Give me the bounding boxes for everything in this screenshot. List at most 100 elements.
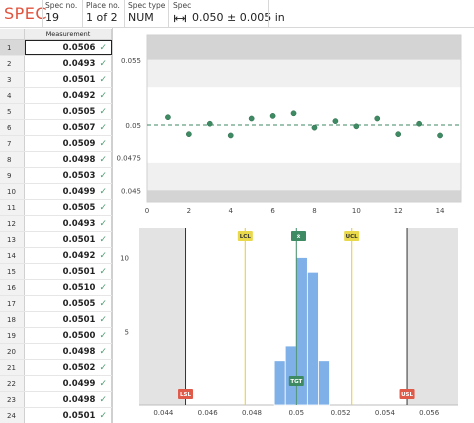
spec-field[interactable]: Spec 0.050 ± 0.005 in xyxy=(173,1,285,25)
measurement-cell[interactable]: 0.0498 ✓ xyxy=(25,344,112,359)
x-tick-label: 4 xyxy=(228,207,233,215)
measurement-cell[interactable]: 0.0493 ✓ xyxy=(25,56,112,71)
table-row[interactable]: 24 0.0501 ✓ xyxy=(0,408,112,423)
data-point xyxy=(332,118,339,124)
measurement-cell[interactable]: 0.0503 ✓ xyxy=(25,168,112,183)
check-icon: ✓ xyxy=(99,266,107,277)
measurement-value: 0.0506 xyxy=(62,42,96,53)
table-row[interactable]: 12 0.0493 ✓ xyxy=(0,216,112,232)
measurement-cell[interactable]: 0.0498 ✓ xyxy=(25,392,112,407)
row-index: 16 xyxy=(0,280,25,295)
table-row[interactable]: 19 0.0500 ✓ xyxy=(0,328,112,344)
check-icon: ✓ xyxy=(99,42,107,53)
table-row[interactable]: 2 0.0493 ✓ xyxy=(0,56,112,72)
x-tick-label: 0.048 xyxy=(242,409,262,417)
measurement-cell[interactable]: 0.0507 ✓ xyxy=(25,120,112,135)
out-of-spec-region-upper xyxy=(407,228,458,405)
table-row[interactable]: 4 0.0492 ✓ xyxy=(0,88,112,104)
data-point xyxy=(395,131,402,138)
measurement-cell[interactable]: 0.0505 ✓ xyxy=(25,200,112,215)
measurement-cell[interactable]: 0.0501 ✓ xyxy=(25,408,112,423)
measurement-value: 0.0507 xyxy=(62,122,96,133)
measurement-cell[interactable]: 0.0505 ✓ xyxy=(25,104,112,119)
table-row[interactable]: 20 0.0498 ✓ xyxy=(0,344,112,360)
ucl-label: UCL xyxy=(346,234,359,240)
spec-no-field[interactable]: Spec no. 19 xyxy=(45,1,77,25)
measurement-cell[interactable]: 0.0501 ✓ xyxy=(25,312,112,327)
table-row[interactable]: 16 0.0510 ✓ xyxy=(0,280,112,296)
measurement-cell[interactable]: 0.0493 ✓ xyxy=(25,216,112,231)
row-index: 24 xyxy=(0,408,25,423)
table-row[interactable]: 15 0.0501 ✓ xyxy=(0,264,112,280)
measurement-value: 0.0505 xyxy=(62,298,96,309)
panel-divider xyxy=(112,28,113,423)
measurement-cell[interactable]: 0.0501 ✓ xyxy=(25,232,112,247)
data-point xyxy=(248,115,255,122)
table-row[interactable]: 17 0.0505 ✓ xyxy=(0,296,112,312)
measurement-cell[interactable]: 0.0492 ✓ xyxy=(25,88,112,103)
measurement-cell[interactable]: 0.0492 ✓ xyxy=(25,248,112,263)
index-column-header xyxy=(0,29,25,39)
plot-frame xyxy=(146,34,462,203)
table-row[interactable]: 8 0.0498 ✓ xyxy=(0,152,112,168)
data-point xyxy=(353,123,360,130)
table-row[interactable]: 9 0.0503 ✓ xyxy=(0,168,112,184)
measurement-value: 0.0498 xyxy=(62,394,96,405)
table-row[interactable]: 22 0.0499 ✓ xyxy=(0,376,112,392)
out-of-spec-band-lower xyxy=(147,190,461,202)
histogram-bar xyxy=(284,345,297,406)
header-divider xyxy=(268,0,269,28)
measurement-cell[interactable]: 0.0510 ✓ xyxy=(25,280,112,295)
mean-tag xyxy=(291,231,306,241)
usl-label: USL xyxy=(401,392,413,398)
target-label: TGT xyxy=(290,379,302,385)
row-index: 7 xyxy=(0,136,25,151)
row-index: 21 xyxy=(0,360,25,375)
x-tick-label: 0.054 xyxy=(375,409,396,417)
lsl-tag xyxy=(178,389,194,399)
row-index: 3 xyxy=(0,72,25,87)
table-row[interactable]: 13 0.0501 ✓ xyxy=(0,232,112,248)
data-point xyxy=(186,131,192,138)
table-row[interactable]: 18 0.0501 ✓ xyxy=(0,312,112,328)
header-divider xyxy=(168,0,169,28)
measurement-cell[interactable]: 0.0501 ✓ xyxy=(25,72,112,87)
check-icon: ✓ xyxy=(99,410,107,421)
row-index: 9 xyxy=(0,168,25,183)
place-no-field[interactable]: Place no. 1 of 2 xyxy=(86,1,120,25)
x-tick-label: 8 xyxy=(312,207,316,215)
data-point xyxy=(165,114,171,121)
warning-band-upper xyxy=(147,59,461,88)
table-row[interactable]: 6 0.0507 ✓ xyxy=(0,120,112,136)
measurement-cell[interactable]: 0.0506 ✓ xyxy=(25,40,112,55)
measurement-cell[interactable]: 0.0500 ✓ xyxy=(25,328,112,343)
measurement-cell[interactable]: 0.0499 ✓ xyxy=(25,184,112,199)
target-tag xyxy=(288,376,304,386)
x-tick-label: 10 xyxy=(352,207,361,215)
table-row[interactable]: 14 0.0492 ✓ xyxy=(0,248,112,264)
row-index: 18 xyxy=(0,312,25,327)
table-row[interactable]: 11 0.0505 ✓ xyxy=(0,200,112,216)
measurement-cell[interactable]: 0.0509 ✓ xyxy=(25,136,112,151)
table-row[interactable]: 23 0.0498 ✓ xyxy=(0,392,112,408)
app-brand: SPEC xyxy=(4,4,48,23)
table-row[interactable]: 3 0.0501 ✓ xyxy=(0,72,112,88)
spec-type-field[interactable]: Spec type NUM xyxy=(128,1,165,25)
table-row[interactable]: 7 0.0509 ✓ xyxy=(0,136,112,152)
measurement-value: 0.0501 xyxy=(62,410,96,421)
check-icon: ✓ xyxy=(99,202,107,213)
table-row[interactable]: 5 0.0505 ✓ xyxy=(0,104,112,120)
y-tick-label: 10 xyxy=(120,255,129,263)
table-row[interactable]: 1 0.0506 ✓ xyxy=(0,40,112,56)
table-row[interactable]: 10 0.0499 ✓ xyxy=(0,184,112,200)
measurement-cell[interactable]: 0.0499 ✓ xyxy=(25,376,112,391)
measurement-cell[interactable]: 0.0502 ✓ xyxy=(25,360,112,375)
measurement-cell[interactable]: 0.0505 ✓ xyxy=(25,296,112,311)
measurement-cell[interactable]: 0.0501 ✓ xyxy=(25,264,112,279)
measurement-cell[interactable]: 0.0498 ✓ xyxy=(25,152,112,167)
check-icon: ✓ xyxy=(99,154,107,165)
x-tick-label: 0.046 xyxy=(198,409,219,417)
check-icon: ✓ xyxy=(99,90,107,101)
table-row[interactable]: 21 0.0502 ✓ xyxy=(0,360,112,376)
row-index: 11 xyxy=(0,200,25,215)
